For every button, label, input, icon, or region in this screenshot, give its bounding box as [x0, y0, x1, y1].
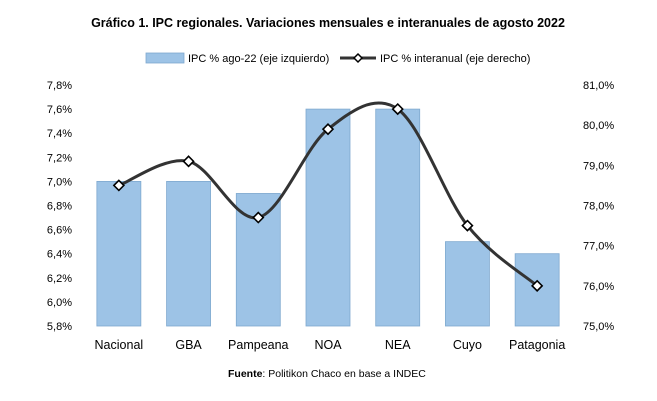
- left-tick-label: 5,8%: [47, 321, 72, 333]
- bar-series: [96, 108, 560, 327]
- right-tick-label: 80,0%: [583, 120, 614, 132]
- bar: [445, 241, 490, 327]
- chart-title: Gráfico 1. IPC regionales. Variaciones m…: [91, 16, 565, 30]
- line-marker: [321, 123, 335, 136]
- left-tick-label: 6,6%: [47, 225, 72, 237]
- left-tick-label: 6,8%: [47, 201, 72, 213]
- left-tick-label: 6,0%: [47, 297, 72, 309]
- legend-line-label: IPC % interanual (eje derecho): [380, 53, 530, 65]
- line-marker: [391, 102, 404, 116]
- right-axis: 75,0% 76,0% 77,0% 78,0% 79,0% 80,0% 81,0%: [583, 80, 614, 333]
- category-label: GBA: [175, 338, 202, 352]
- line-marker: [112, 179, 125, 192]
- category-label: Nacional: [95, 338, 144, 352]
- bar: [375, 108, 421, 327]
- left-tick-label: 7,4%: [47, 128, 72, 140]
- legend-line-marker: [352, 52, 364, 64]
- legend-bar-swatch: [145, 52, 185, 64]
- line-marker: [182, 155, 195, 168]
- right-tick-label: 78,0%: [583, 201, 614, 213]
- left-axis: 5,8% 6,0% 6,2% 6,4% 6,6% 6,8% 7,0% 7,2% 7,4% 7,6%…: [47, 80, 72, 333]
- bar: [305, 108, 351, 327]
- category-label: NEA: [385, 338, 411, 352]
- line-marker: [252, 211, 265, 224]
- right-tick-label: 76,0%: [583, 281, 614, 293]
- left-tick-label: 7,2%: [47, 152, 72, 164]
- left-tick-label: 6,2%: [47, 273, 72, 285]
- right-tick-label: 75,0%: [583, 321, 614, 333]
- right-tick-label: 79,0%: [583, 160, 614, 172]
- line-marker: [531, 279, 544, 292]
- source-label: Fuente: [228, 368, 263, 380]
- bar: [96, 180, 142, 327]
- category-label: Cuyo: [453, 338, 482, 352]
- legend-bar-label: IPC % ago-22 (eje izquierdo): [188, 53, 329, 65]
- line-marker: [461, 219, 474, 232]
- left-tick-label: 7,8%: [47, 80, 72, 92]
- right-tick-label: 77,0%: [583, 241, 614, 253]
- source-note: Fuente: Politikon Chaco en base a INDEC: [228, 368, 426, 380]
- left-tick-label: 7,6%: [47, 104, 72, 116]
- category-label: Pampeana: [228, 338, 289, 352]
- left-tick-label: 7,0%: [47, 176, 72, 188]
- source-text: : Politikon Chaco en base a INDEC: [262, 368, 426, 380]
- category-label: NOA: [314, 338, 342, 352]
- line-markers: [112, 102, 544, 292]
- bar: [166, 180, 211, 327]
- category-label: Patagonia: [509, 338, 565, 352]
- category-labels: Nacional GBA Pampeana NOA NEA Cuyo Patagonia: [95, 338, 566, 352]
- legend: IPC % ago-22 (eje izquierdo) IPC % inter…: [145, 52, 530, 65]
- left-tick-label: 6,4%: [47, 249, 72, 261]
- right-tick-label: 81,0%: [583, 80, 614, 92]
